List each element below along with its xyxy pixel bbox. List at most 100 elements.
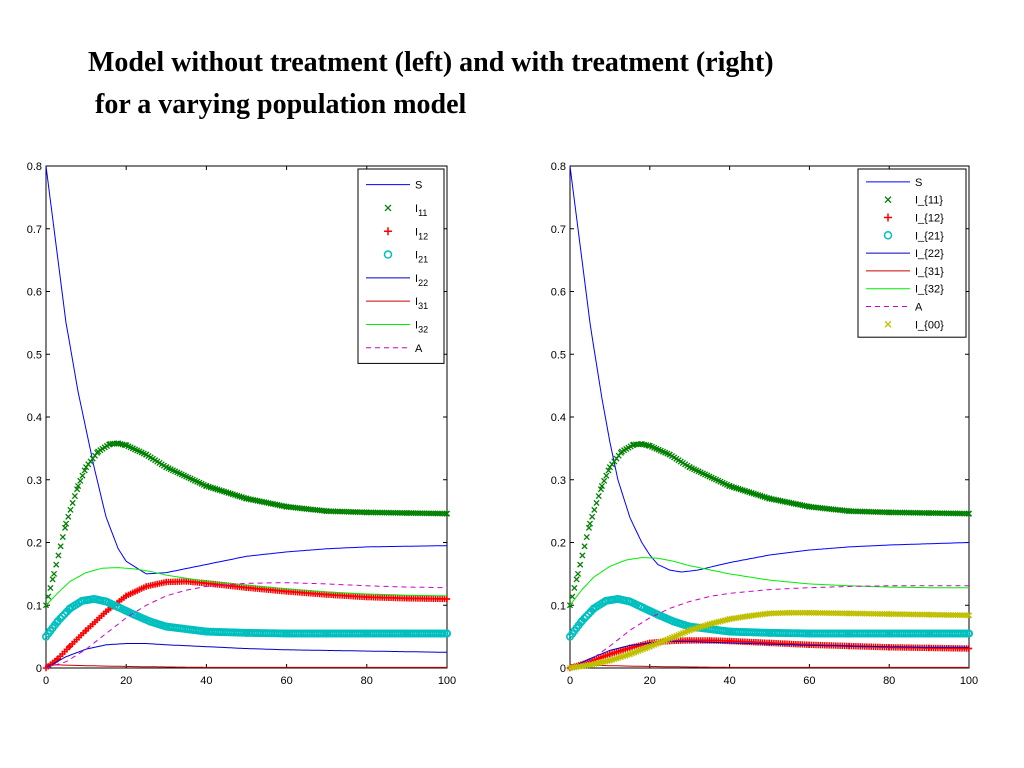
series-i22 [569,641,969,669]
x-tick-label: 60 [803,675,815,687]
x-tick-label: 100 [438,675,456,687]
chart-panel-2: 0 20 40 60 80 100 0 0.1 0.2 0.3 0.4 0.5 0.6 0.7 0.8 S I_… [551,161,978,687]
y-tick-label: 0.5 [551,349,566,361]
legend-swatch-i21 [883,231,893,240]
data-point [581,543,588,550]
data-point [965,510,973,517]
x-tick-label: 0 [567,675,573,687]
x-tick-label: 80 [883,675,895,687]
data-point [55,552,62,559]
legend-box [357,168,445,364]
series-i31 [46,664,447,668]
data-point [598,482,605,490]
series-i11 [566,440,973,609]
legend-label-i32: I_{32} [915,284,944,296]
series-a [569,585,969,669]
legend-swatch-i11 [884,196,892,204]
series-i11 [42,440,451,609]
y-tick-label: 0.1 [27,600,42,612]
series-i32 [45,567,447,606]
data-point [591,506,598,513]
series-i22 [45,643,447,669]
series-i21 [565,594,973,641]
legend-label-i31: I_{31} [915,266,944,278]
y-tick-label: 0.8 [27,161,42,173]
series-line-s [45,165,448,575]
data-point [964,629,973,638]
data-point [803,609,811,616]
data-point [67,506,74,513]
legend-label-i21: I_{21} [915,230,944,242]
chart-panel-1: 0 20 40 60 80 10000.10.20.30.40.50.60.70.8SI1… [27,161,456,687]
legend-label-subscript: 21 [418,255,428,265]
y-tick-label: 0.4 [27,412,42,424]
y-tick-label: 0 [560,663,566,675]
data-point [79,472,86,479]
data-point [47,584,54,592]
legend-label-a: A [915,302,923,314]
y-tick-label: 0.7 [551,224,566,236]
data-point [965,645,973,652]
y-tick-label: 0.6 [551,287,566,299]
data-point [75,482,82,490]
data-point [569,593,576,600]
legend-swatch-i00 [884,320,892,328]
data-point [577,561,584,568]
data-point [50,570,58,577]
data-point [786,609,793,616]
series-i12 [42,578,451,672]
title-line-2: for a varying population model [88,89,467,120]
series-line-i32 [569,557,969,606]
data-point [62,520,70,527]
data-point [792,609,800,616]
series-s [45,165,448,575]
x-tick-label: 0 [43,675,49,687]
series-line-i32 [45,567,447,606]
data-point [586,520,594,527]
x-tick-label: 20 [120,675,132,687]
data-point [573,576,580,583]
x-tick-label: 40 [723,675,735,687]
legend-label-subscript: 31 [418,301,428,311]
x-tick-label: 40 [200,675,212,687]
data-point [601,477,608,484]
legend-label-i12: I_{12} [915,213,944,225]
data-point [65,643,73,651]
x-tick-label: 80 [361,675,373,687]
data-point [965,612,973,619]
data-point [53,561,60,568]
y-tick-label: 0.3 [551,475,566,487]
data-point [81,467,88,474]
legend-label-s: S [915,177,922,189]
data-point [589,513,596,520]
y-tick-label: 0.7 [27,224,42,236]
data-point [442,629,451,638]
data-point [49,576,56,583]
slide-title: Model without treatment (left) and with … [88,42,988,126]
series-s [569,165,970,573]
data-point [799,609,806,616]
y-tick-label: 0.6 [27,287,42,299]
legend-swatch-i12 [884,213,892,222]
series-line-i22 [45,643,447,669]
data-point [603,472,610,479]
data-point [65,513,72,520]
legend-swatch-i12 [384,227,392,236]
legend-label-a: A [415,343,423,355]
legend-label-i11: I_{11} [915,195,943,207]
data-point [71,493,78,500]
legend: S I_{11} I_{12} I_{21} I_{22} I_{31} I_{32} A I_… [857,168,967,338]
x-tick-label: 100 [960,675,978,687]
series-line-s [569,165,970,573]
y-tick-label: 0.2 [27,538,42,550]
data-point [595,493,602,500]
data-point [801,609,808,616]
series-layer [41,165,451,672]
legend-label-s: S [415,180,422,192]
x-tick-label: 60 [280,675,292,687]
y-tick-label: 0.1 [551,600,566,612]
data-point [797,609,804,616]
legend-label-subscript: 32 [418,324,428,334]
